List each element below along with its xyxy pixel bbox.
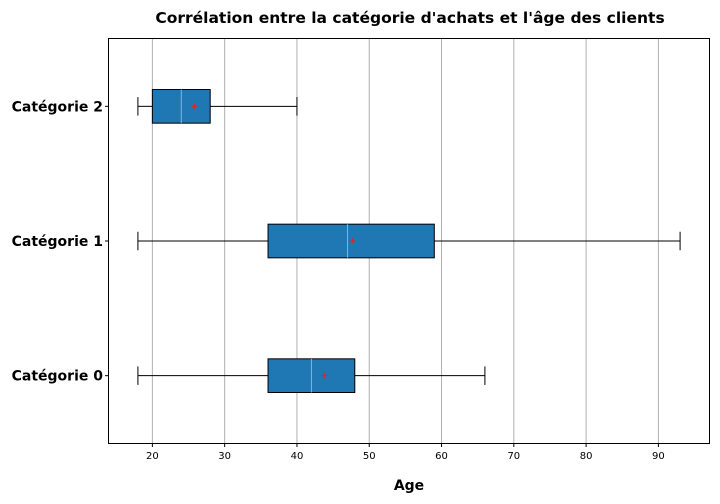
x-tick-label-50: 50 (363, 451, 376, 462)
x-tick-label-40: 40 (291, 451, 304, 462)
category-1-y-tick-label: Catégorie 1 (12, 234, 103, 250)
chart-title: Corrélation entre la catégorie d'achats … (155, 9, 664, 27)
x-tick-label-90: 90 (652, 451, 665, 462)
x-tick-label-70: 70 (507, 451, 520, 462)
boxes (137, 89, 681, 394)
x-axis-label: Age (394, 478, 424, 494)
x-tick-label-80: 80 (580, 451, 593, 462)
category-0-mean-marker (321, 372, 328, 379)
category-2-mean-marker (191, 103, 198, 110)
category-2-y-tick-label: Catégorie 2 (12, 99, 103, 115)
category-0-y-tick-label: Catégorie 0 (12, 369, 104, 385)
x-tick-label-30: 30 (218, 451, 231, 462)
x-axis-ticks: 20 30 40 50 60 70 80 90 (146, 443, 665, 462)
x-tick-label-60: 60 (435, 451, 448, 462)
category-1-mean-marker (349, 238, 356, 244)
x-tick-label-20: 20 (146, 451, 159, 462)
y-axis-ticks: Catégorie 0 Catégorie 1 Catégorie 2 (12, 99, 109, 385)
